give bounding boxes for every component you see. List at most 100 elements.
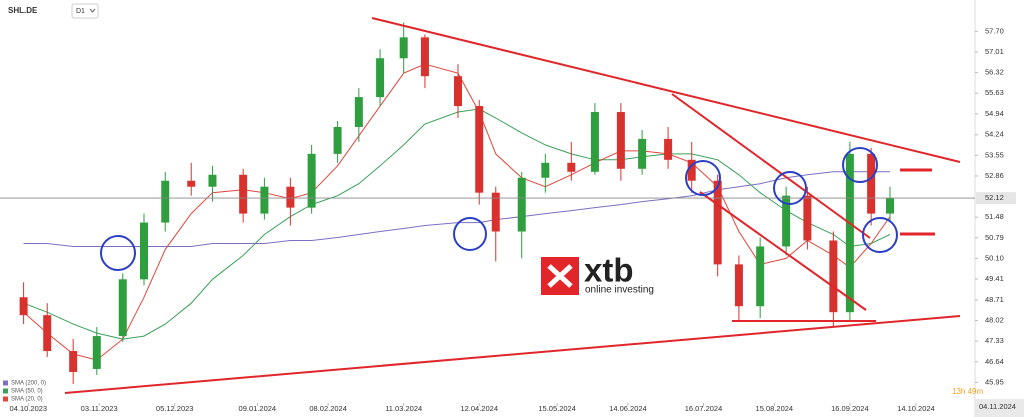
y-tick-label: 45.95: [985, 377, 1004, 386]
candle-body: [187, 180, 196, 187]
x-tick-label: 09.01.2024: [239, 404, 277, 413]
candle-body: [845, 153, 854, 313]
highlight-circle: [842, 147, 878, 183]
candle-body: [19, 297, 28, 316]
cursor-date-box: [975, 399, 1024, 417]
candle-body: [616, 112, 625, 169]
sma-line: [23, 171, 890, 247]
legend-label: SMA (50, 0): [11, 389, 43, 395]
x-tick-label: 15.08.2024: [756, 404, 794, 413]
highlight-circles: [100, 147, 898, 271]
candle-body: [208, 174, 217, 187]
highlight-circle: [453, 217, 487, 251]
candle-body: [886, 198, 895, 214]
candle-body: [43, 315, 52, 352]
x-tick-label: 14.06.2024: [609, 404, 647, 413]
candle-body: [756, 246, 765, 307]
x-tick-label: 11.03.2024: [385, 404, 422, 413]
candle-body: [687, 159, 696, 181]
y-tick-label: 46.64: [985, 357, 1004, 366]
trend-line: [699, 191, 867, 311]
candle-body: [782, 195, 791, 247]
candle-body: [638, 138, 647, 169]
legend-label: SMA (20, 0): [11, 397, 43, 403]
candle-body: [453, 76, 462, 107]
candle-body: [307, 153, 316, 208]
candle-body: [333, 126, 342, 154]
y-tick-label: 55.63: [985, 88, 1004, 97]
x-tick-label: 14.10.2024: [897, 404, 935, 413]
candle-body: [260, 186, 269, 214]
x-tick-label: 04.10.2023: [10, 404, 48, 413]
candle-body: [713, 180, 722, 265]
sma-line: [23, 108, 891, 340]
x-tick-label: 12.04.2024: [460, 404, 498, 413]
y-tick-label: 57.01: [985, 47, 1004, 56]
candle-body: [239, 174, 248, 214]
candle-body: [161, 180, 170, 223]
y-tick-label: 54.94: [985, 109, 1004, 118]
y-tick-label: 54.24: [985, 130, 1004, 139]
candle-body: [475, 106, 484, 193]
cursor-date: 04.11.2024: [979, 402, 1016, 411]
candle-body: [567, 162, 576, 172]
dropdown-arrow: [89, 8, 96, 13]
candle-body: [286, 186, 295, 208]
y-tick-label: 47.33: [985, 336, 1004, 345]
candle-body: [590, 112, 599, 172]
price-tag-label: 52.12: [985, 193, 1004, 202]
y-tick-label: 56.32: [985, 68, 1004, 77]
symbol: SHL.DE: [8, 6, 38, 15]
y-tick-label: 52.86: [985, 171, 1004, 180]
x-tick-label: 16.07.2024: [685, 404, 723, 413]
candle-body: [541, 162, 550, 178]
logo-mark: [547, 264, 573, 288]
trend-line: [64, 315, 961, 394]
candle-body: [92, 336, 101, 369]
y-tick-label: 48.71: [985, 295, 1004, 304]
highlight-circle: [685, 160, 721, 196]
candle-body: [734, 264, 743, 307]
legend-label: SMA (200, 0): [11, 381, 46, 387]
timeframe-select[interactable]: [71, 3, 99, 19]
y-tick-label: 48.02: [985, 316, 1004, 325]
candle-body: [354, 97, 363, 127]
highlight-circle: [862, 217, 898, 253]
watermark: xtb online investing: [541, 252, 654, 296]
legend-swatch: [3, 380, 8, 386]
y-tick-label: 53.55: [985, 150, 1004, 159]
candle-body: [491, 192, 500, 232]
highlight-circle: [100, 235, 136, 271]
y-tick-label: 49.41: [985, 274, 1004, 283]
y-tick-label: 57.70: [985, 26, 1004, 35]
candle-body: [399, 37, 408, 59]
candle-body: [69, 351, 78, 372]
candle-body: [517, 177, 526, 232]
candle-body: [803, 195, 812, 241]
trend-lines: [64, 17, 961, 394]
trend-line: [371, 17, 961, 163]
timeframe[interactable]: D1: [76, 8, 85, 15]
candle-body: [140, 222, 149, 280]
candle-body: [420, 37, 429, 77]
price-tag: [976, 192, 1016, 205]
y-tick-label: 50.10: [985, 253, 1004, 262]
candle-body: [376, 58, 385, 98]
trend-line: [671, 93, 871, 239]
x-tick-label: 16.09.2024: [831, 404, 869, 413]
candle-body: [118, 279, 127, 337]
countdown: 13h 49m: [952, 387, 983, 396]
legend-swatch: [3, 388, 8, 394]
x-tick-label: 08.02.2024: [309, 404, 347, 413]
x-tick-label: 05.12.2023: [156, 404, 194, 413]
logo-text: xtb: [584, 252, 634, 289]
candle-body: [829, 240, 838, 313]
x-tick-label: 03.11.2023: [81, 404, 118, 413]
candle-body: [867, 153, 876, 214]
legend-swatch: [3, 396, 8, 402]
logo-tagline: online investing: [585, 285, 654, 296]
highlight-circle: [773, 171, 807, 205]
candle-body: [664, 138, 673, 160]
